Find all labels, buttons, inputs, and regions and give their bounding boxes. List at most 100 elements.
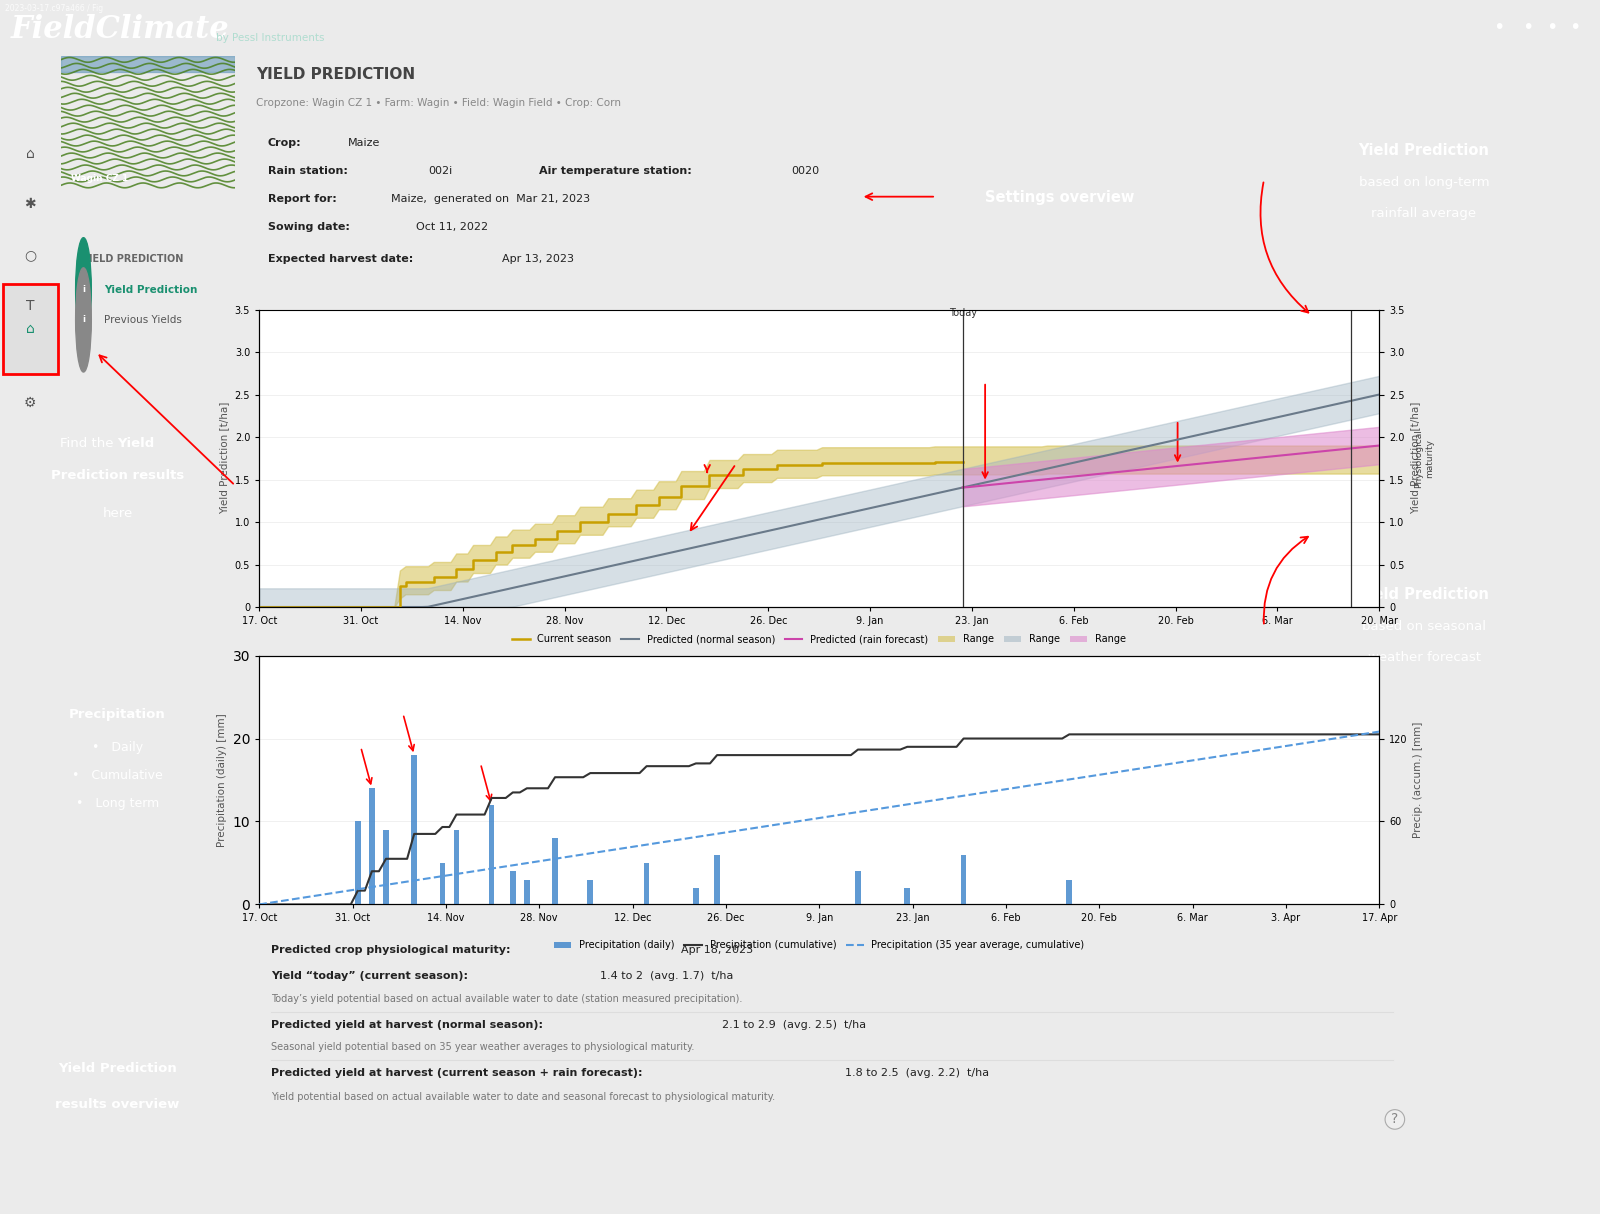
Current season [717,469,736,483]
Precipitation (cumulative) [974,731,994,745]
Y-axis label: Yield Prediction [t/ha]: Yield Prediction [t/ha] [219,402,229,515]
Y-axis label: Precipitation (daily) [mm]: Precipitation (daily) [mm] [218,713,227,847]
Precipitation (cumulative) [475,807,494,822]
Text: Oct 11, 2022: Oct 11, 2022 [416,222,488,232]
Predicted (rain forecast) [954,481,973,495]
Predicted (rain forecast) [1325,443,1344,458]
Precipitation (cumulative) [1173,727,1192,742]
Y-axis label: Precip. (accum.) [mm]: Precip. (accum.) [mm] [1413,722,1422,838]
Text: Today’s yield potential based on actual available water to date (station measure: Today’s yield potential based on actual … [272,994,742,1004]
Text: results overview: results overview [56,1097,179,1111]
Text: ○: ○ [24,248,37,262]
Circle shape [75,268,91,371]
Text: Predicted yield at harvest (normal season):: Predicted yield at harvest (normal seaso… [272,1020,544,1031]
Line: Precipitation (35 year average, cumulative): Precipitation (35 year average, cumulati… [259,732,1379,904]
Predicted (rain forecast) [987,477,1006,492]
Text: measured rainfall: measured rainfall [845,424,963,436]
Bar [490,805,494,904]
Text: Precipitation: Precipitation [69,708,166,721]
Y-axis label: Yield Prediction [t/ha]: Yield Prediction [t/ha] [1410,402,1419,515]
Text: i: i [82,316,85,324]
Bar [370,788,374,904]
Text: 1.8 to 2.5  (avg. 2.2)  t/ha: 1.8 to 2.5 (avg. 2.2) t/ha [838,1068,989,1078]
Precipitation (cumulative) [1320,727,1339,742]
Text: Previous Yields: Previous Yields [104,314,182,325]
Text: based on station: based on station [848,392,960,404]
Bar [587,879,594,904]
Text: rainfall average: rainfall average [1371,208,1477,220]
Predicted (normal season) [250,600,269,614]
Text: Yield Prediction: Yield Prediction [1358,143,1490,158]
Predicted (normal season) [1370,387,1389,402]
Text: •: • [1493,18,1506,38]
Text: Prediction results: Prediction results [51,469,184,482]
Current season [666,489,685,504]
Precipitation (35 year average, cumulative) [974,785,994,800]
Bar [382,830,389,904]
Text: FieldClimate: FieldClimate [11,13,230,45]
Current season [683,480,702,494]
Precipitation (cumulative) [250,897,269,912]
Text: T: T [26,299,35,313]
Current season [430,571,450,585]
Predicted (normal season) [547,571,566,585]
Predicted (rain forecast) [1296,446,1315,460]
Predicted (rain forecast) [1269,448,1288,463]
Text: 2.1 to 2.9  (avg. 2.5)  t/ha: 2.1 to 2.9 (avg. 2.5) t/ha [715,1020,866,1031]
Bar [355,822,360,904]
Line: Predicted (rain forecast): Predicted (rain forecast) [963,446,1379,488]
Line: Predicted (normal season): Predicted (normal season) [259,395,1379,607]
Text: based on seasonal: based on seasonal [1362,620,1486,632]
Text: 1.4 to 2  (avg. 1.7)  t/ha: 1.4 to 2 (avg. 1.7) t/ha [592,971,733,981]
Text: YIELD PREDICTION: YIELD PREDICTION [82,254,182,263]
Text: Rain station:: Rain station: [267,165,347,176]
Text: •: • [1568,18,1581,38]
Text: Apr 13, 2023: Apr 13, 2023 [502,254,574,263]
Text: •: • [1522,18,1534,38]
Bar [454,830,459,904]
Text: Expected harvest date:: Expected harvest date: [267,254,413,263]
Text: Yield Prediction: Yield Prediction [1358,588,1490,602]
Predicted (rain forecast) [1285,447,1304,461]
Text: Wagin CZ 1: Wagin CZ 1 [72,175,128,183]
Predicted (rain forecast) [1280,448,1299,463]
Text: 2023-03-17.c97a466 / Fig: 2023-03-17.c97a466 / Fig [5,4,102,13]
Text: Predicted yield at harvest (current season + rain forecast):: Predicted yield at harvest (current seas… [272,1068,643,1078]
Bar [904,887,910,904]
Predicted (normal season) [458,591,477,606]
Bar [1067,879,1072,904]
Bar [61,56,235,72]
Line: Precipitation (cumulative): Precipitation (cumulative) [259,734,1379,904]
Text: Crop:: Crop: [267,137,301,148]
Current season [250,600,269,614]
Text: Sowing date:: Sowing date: [267,222,350,232]
Precipitation (35 year average, cumulative) [1314,733,1333,748]
Precipitation (35 year average, cumulative) [1165,756,1184,771]
Bar [510,872,515,904]
Precipitation (35 year average, cumulative) [1370,725,1389,739]
Predicted (normal season) [294,600,314,614]
Text: Maize: Maize [347,137,381,148]
Precipitation (cumulative) [869,742,888,756]
Text: Today: Today [949,308,976,318]
Bar [411,755,418,904]
Text: Apr 18, 2023: Apr 18, 2023 [674,946,754,955]
Text: ✱: ✱ [24,197,37,211]
Text: Settings overview: Settings overview [986,191,1134,205]
Legend: Precipitation (daily), Precipitation (cumulative), Precipitation (35 year averag: Precipitation (daily), Precipitation (cu… [550,936,1088,954]
Text: Yield Prediction: Yield Prediction [58,1061,178,1074]
Text: by Pessl Instruments: by Pessl Instruments [216,33,325,42]
Precipitation (35 year average, cumulative) [869,801,888,816]
Precipitation (35 year average, cumulative) [566,849,586,863]
Precipitation (cumulative) [566,770,586,784]
Predicted (normal season) [1314,399,1333,414]
Text: Seasonal yield potential based on 35 year weather averages to physiological matu: Seasonal yield potential based on 35 yea… [272,1043,694,1053]
FancyBboxPatch shape [3,284,58,374]
Text: based on long-term: based on long-term [1358,176,1490,188]
Text: Physiological
maturity: Physiological maturity [1414,429,1434,488]
Text: 0020: 0020 [792,165,819,176]
Legend: Current season, Predicted (normal season), Predicted (rain forecast), Range, Ran: Current season, Predicted (normal season… [509,630,1130,648]
Text: •   Long term: • Long term [75,798,160,810]
Text: i: i [82,285,85,294]
Precipitation (cumulative) [1059,727,1078,742]
